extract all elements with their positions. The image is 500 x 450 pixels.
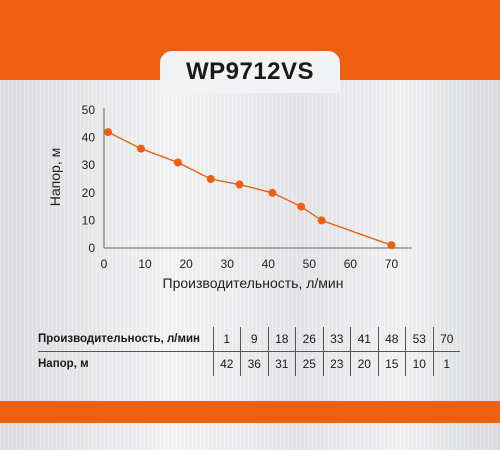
table-cell: 10 bbox=[405, 352, 433, 376]
y-tick-label: 30 bbox=[82, 158, 96, 172]
x-tick-label: 70 bbox=[385, 257, 399, 271]
x-tick-label: 50 bbox=[303, 257, 317, 271]
y-tick-label: 0 bbox=[88, 241, 95, 255]
table-cell: 15 bbox=[377, 352, 406, 376]
bottom-orange-band bbox=[0, 401, 500, 423]
table-cell: 20 bbox=[350, 352, 378, 376]
table-cell: 36 bbox=[240, 352, 268, 376]
table-cell: 26 bbox=[295, 327, 323, 351]
x-tick-label: 10 bbox=[138, 257, 152, 271]
data-point bbox=[206, 175, 215, 183]
y-tick-label: 50 bbox=[82, 103, 96, 117]
y-tick-label: 10 bbox=[82, 213, 96, 227]
x-tick-label: 20 bbox=[179, 257, 193, 271]
x-tick-label: 40 bbox=[262, 257, 276, 271]
table-row-flow: Производительность, л/мин 1 9 18 26 33 41 48 53… bbox=[38, 327, 460, 351]
data-point bbox=[173, 158, 182, 167]
table-cell: 48 bbox=[377, 327, 406, 351]
table-cell: 9 bbox=[240, 327, 268, 351]
table-cell: 33 bbox=[322, 327, 351, 351]
table-cell: 25 bbox=[295, 352, 323, 376]
data-point bbox=[104, 128, 113, 137]
table-cell: 70 bbox=[432, 327, 461, 351]
table-cell: 1 bbox=[432, 352, 461, 376]
x-tick-label: 60 bbox=[344, 257, 358, 271]
series-line bbox=[107, 131, 392, 246]
table-cell: 41 bbox=[350, 327, 378, 351]
y-tick-label: 40 bbox=[82, 131, 96, 145]
table-cell: 31 bbox=[267, 352, 296, 376]
data-point bbox=[235, 180, 244, 189]
table-cell: 42 bbox=[212, 352, 241, 376]
table-row-label: Напор, м bbox=[38, 358, 89, 370]
chart-series bbox=[104, 128, 396, 250]
x-axis-label: Производительность, л/мин bbox=[163, 275, 344, 291]
data-point bbox=[136, 144, 145, 153]
data-point bbox=[387, 241, 396, 250]
chart-axes bbox=[103, 108, 412, 249]
chart-ticks: 0 10 20 30 40 50 60 70 0 10 20 30 40 50 bbox=[82, 103, 399, 271]
y-tick-label: 20 bbox=[82, 186, 96, 200]
spec-table: Производительность, л/мин 1 9 18 26 33 41 48 53… bbox=[38, 327, 460, 376]
table-cell: 18 bbox=[267, 327, 296, 351]
table-cell: 53 bbox=[405, 327, 433, 351]
model-title: WP9712VS bbox=[185, 58, 315, 85]
table-cell: 1 bbox=[212, 327, 241, 351]
table-row-label: Производительность, л/мин bbox=[38, 333, 200, 345]
table-cell: 23 bbox=[322, 352, 351, 376]
x-tick-label: 30 bbox=[221, 257, 235, 271]
data-point bbox=[297, 202, 306, 211]
y-axis-label: Напор, м bbox=[47, 148, 63, 206]
table-row-head: Напор, м 42 36 31 25 23 20 15 10 1 bbox=[38, 351, 460, 376]
data-point bbox=[317, 216, 326, 225]
data-point bbox=[268, 188, 277, 197]
x-tick-label: 0 bbox=[101, 257, 108, 271]
title-tab: WP9712VS bbox=[160, 51, 340, 93]
